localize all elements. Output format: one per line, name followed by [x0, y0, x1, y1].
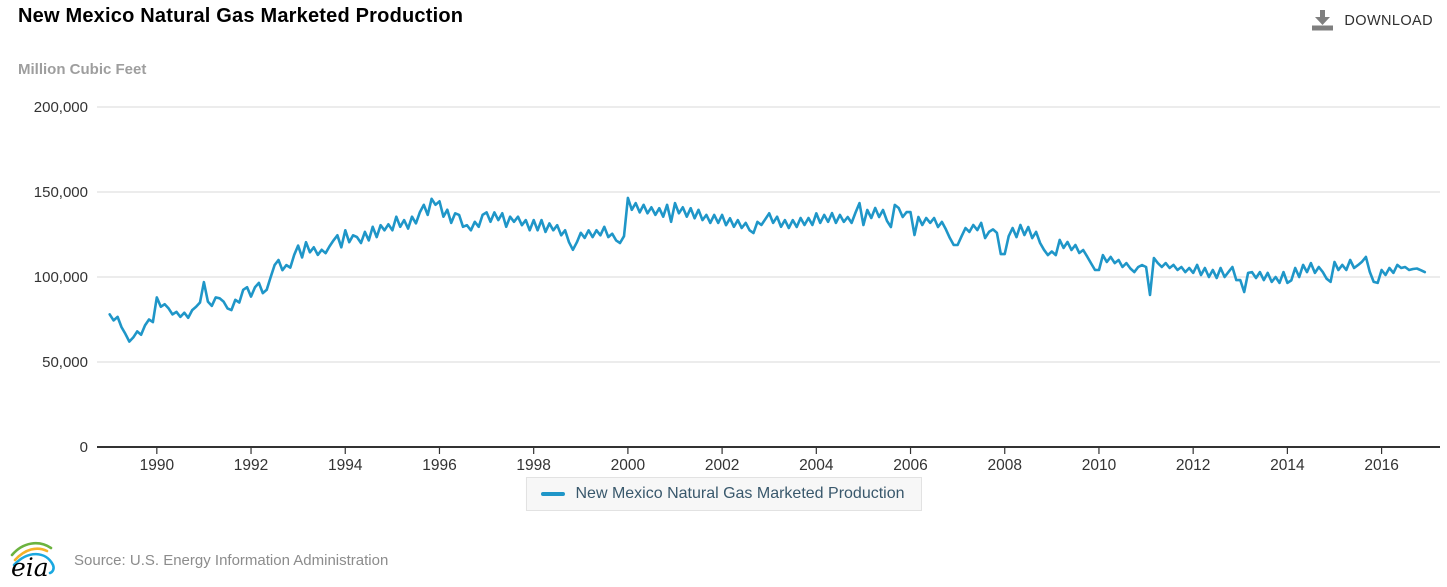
- x-tick-label: 2002: [705, 457, 739, 474]
- line-chart-canvas[interactable]: 0 50,000 100,000 150,000 200,000 1990 1992 1994…: [0, 0, 1447, 475]
- y-tick-label: 0: [80, 439, 88, 456]
- legend-label: New Mexico Natural Gas Marketed Producti…: [575, 485, 905, 502]
- y-axis-unit-label: Million Cubic Feet: [18, 61, 147, 78]
- x-tick-label: 1990: [140, 457, 175, 474]
- chart-title: New Mexico Natural Gas Marketed Producti…: [18, 5, 464, 27]
- download-button[interactable]: DOWNLOAD: [1305, 6, 1439, 35]
- x-tick-label: 2008: [987, 457, 1021, 474]
- x-tick-label: 2012: [1176, 457, 1210, 474]
- y-tick-label: 150,000: [34, 184, 88, 201]
- legend[interactable]: New Mexico Natural Gas Marketed Producti…: [525, 477, 922, 511]
- legend-line-swatch: [540, 492, 565, 496]
- y-tick-label: 50,000: [42, 354, 88, 371]
- x-tick-label: 2004: [799, 457, 834, 474]
- footer: eia Source: U.S. Energy Information Admi…: [8, 538, 388, 582]
- y-tick-label: 100,000: [34, 269, 88, 286]
- y-tick-label: 200,000: [34, 99, 88, 116]
- x-tick-label: 2016: [1364, 457, 1398, 474]
- x-tick-label: 2010: [1082, 457, 1117, 474]
- x-tick-label: 2014: [1270, 457, 1305, 474]
- x-tick-label: 1998: [516, 457, 550, 474]
- eia-logo-text: eia: [11, 553, 49, 582]
- x-tick-label: 1994: [328, 457, 363, 474]
- x-tick-label: 2000: [611, 457, 646, 474]
- x-tick-label: 2006: [893, 457, 927, 474]
- download-icon: [1312, 10, 1334, 31]
- download-label: DOWNLOAD: [1344, 12, 1433, 29]
- data-series-line[interactable]: [108, 196, 1427, 343]
- x-tick-label: 1992: [234, 457, 268, 474]
- eia-logo[interactable]: eia: [8, 538, 58, 582]
- source-text: Source: U.S. Energy Information Administ…: [74, 551, 389, 569]
- x-tick-label: 1996: [422, 457, 456, 474]
